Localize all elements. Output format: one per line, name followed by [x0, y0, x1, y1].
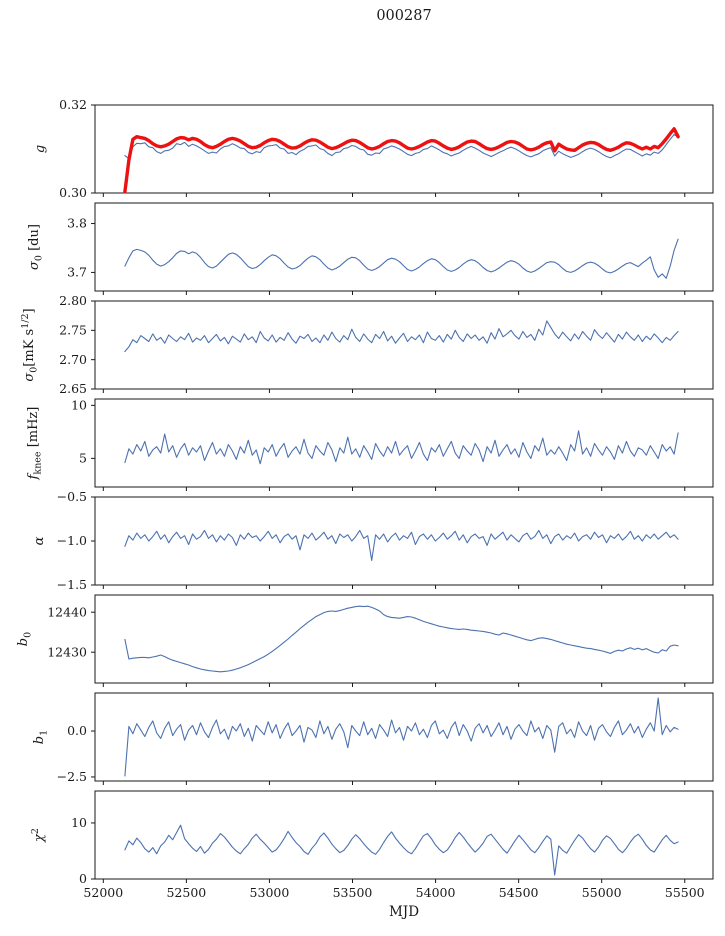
y-tick-label-g: 0.30	[59, 185, 87, 200]
axes-frame-alpha	[94, 496, 714, 586]
x-tick-label: 52500	[166, 885, 206, 900]
series-f-knee	[124, 430, 679, 465]
y-axis-label-chi2: χ2	[30, 828, 47, 843]
series-sigma0-mK	[124, 320, 679, 353]
y-axis-label-b1: b1	[32, 730, 50, 744]
series-b0	[124, 605, 679, 673]
y-axis-label-sigma0-du: σ0 [du]	[27, 224, 45, 270]
series-alpha	[124, 529, 679, 561]
y-tick-label-chi2: 10	[71, 815, 87, 830]
x-tick-label: 53500	[333, 885, 373, 900]
axes-frame-chi2	[94, 790, 714, 880]
x-tick-label: 55000	[582, 885, 622, 900]
axes-frame-f-knee	[94, 398, 714, 488]
y-axis-label-g: g	[33, 145, 48, 153]
y-axis-label-alpha: α	[32, 536, 47, 545]
y-tick-label-sigma0-du: 3.8	[67, 216, 87, 231]
y-tick-label-sigma0-mK: 2.70	[59, 352, 87, 367]
chart-title: 000287	[376, 8, 432, 24]
y-tick-label-alpha: −1.0	[57, 533, 87, 548]
y-tick-label-b1: 0.0	[67, 723, 87, 738]
axes-frame-b0	[94, 594, 714, 684]
x-tick-label: 54000	[416, 885, 456, 900]
x-tick-label: 52000	[83, 885, 123, 900]
y-tick-label-sigma0-du: 3.7	[67, 265, 87, 280]
y-tick-label-alpha: −1.5	[57, 577, 87, 592]
series-chi2	[124, 824, 679, 876]
y-tick-label-sigma0-mK: 2.65	[59, 381, 87, 396]
y-tick-label-alpha: −0.5	[57, 489, 87, 504]
y-tick-label-b1: −2.5	[57, 769, 87, 784]
series-gain-raw	[124, 133, 679, 160]
axes-frame-g	[94, 104, 714, 194]
axes-frame-sigma0-du	[94, 202, 714, 292]
y-tick-label-b0: 12440	[47, 604, 87, 619]
y-tick-label-f-knee: 10	[71, 398, 87, 413]
axes-frame-sigma0-mK	[94, 300, 714, 390]
x-tick-label: 54500	[499, 885, 539, 900]
x-tick-label: 55500	[665, 885, 705, 900]
y-tick-label-g: 0.32	[59, 97, 87, 112]
y-axis-label-b0: b0	[16, 632, 34, 646]
y-tick-label-f-knee: 5	[79, 451, 87, 466]
x-axis-label: MJD	[388, 904, 420, 920]
y-tick-label-sigma0-mK: 2.80	[59, 293, 87, 308]
axes-frame-b1	[94, 692, 714, 782]
x-tick-label: 53000	[250, 885, 290, 900]
series-gain-smoothed	[123, 127, 680, 194]
y-tick-label-sigma0-mK: 2.75	[59, 323, 87, 338]
series-b1	[124, 697, 679, 777]
series-sigma0-du	[124, 238, 679, 279]
y-tick-label-b0: 12430	[47, 644, 87, 659]
y-axis-label-f-knee: fknee [mHz]	[26, 407, 44, 481]
y-tick-label-chi2: 0	[79, 871, 87, 886]
y-axis-label-sigma0-mK: σ0[mK s1/2]	[20, 308, 40, 381]
